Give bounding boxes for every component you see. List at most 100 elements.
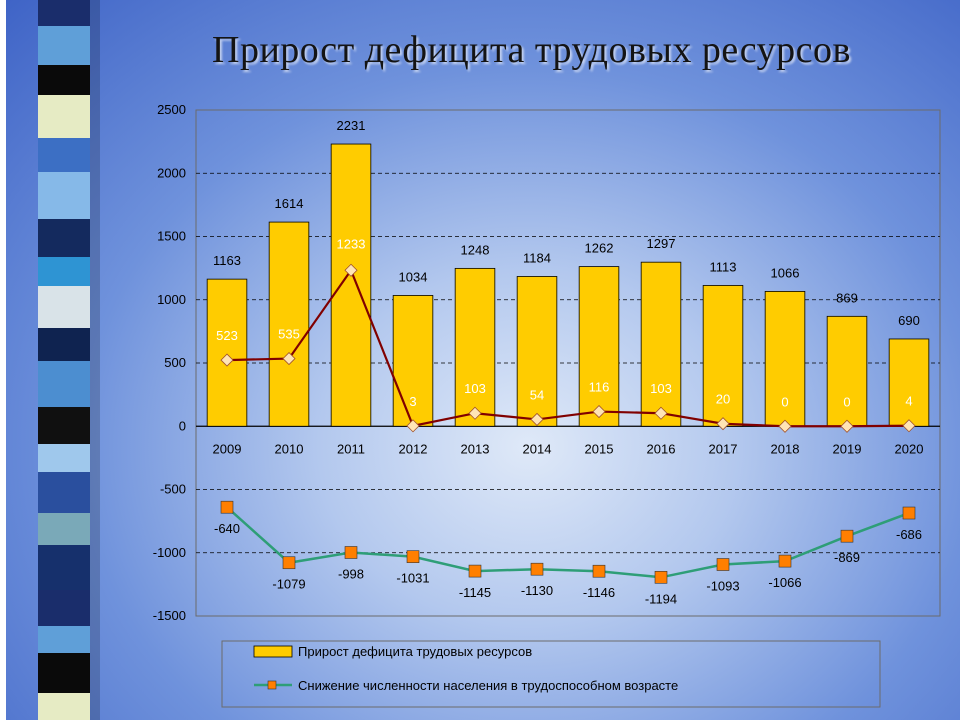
stripe — [38, 286, 90, 328]
line-point-marker — [220, 500, 234, 514]
stripe — [38, 219, 90, 257]
line-point-marker — [654, 406, 668, 420]
line-value-label: 3 — [409, 394, 416, 409]
line-point-marker — [654, 570, 668, 584]
line-value-label: 103 — [464, 381, 486, 396]
y-axis-ticks: -1500 -1000 -500 0 500 1000 1500 2000 2500 — [153, 102, 186, 623]
line-value-label: -1145 — [459, 585, 491, 600]
y-tick-label: -500 — [160, 482, 186, 497]
x-tick-label: 2018 — [771, 441, 800, 456]
stripe — [38, 545, 90, 590]
slide-title: Прирост дефицита трудовых ресурсов — [212, 29, 851, 71]
line-series-upper: 523 535 1233 3 103 54 116 103 20 0 0 4 — [216, 236, 916, 433]
x-axis-ticks: 2009 2010 2011 2012 2013 2014 2015 2016 2017 2018… — [213, 441, 924, 456]
line-point-marker — [840, 419, 854, 433]
line-value-label: 103 — [650, 381, 672, 396]
line-value-label: -1146 — [583, 585, 615, 600]
line-point-marker — [282, 556, 296, 570]
bar — [764, 291, 806, 427]
line-value-label: 116 — [589, 380, 610, 395]
x-tick-label: 2012 — [399, 441, 428, 456]
bar — [392, 295, 434, 427]
line-value-label: 0 — [843, 394, 850, 409]
bar — [268, 221, 310, 427]
line-value-label: -869 — [834, 550, 860, 565]
stripe — [38, 65, 90, 95]
x-tick-label: 2020 — [895, 441, 924, 456]
x-tick-label: 2019 — [833, 441, 862, 456]
stripe — [38, 653, 90, 693]
bar-value-label: 2231 — [337, 118, 366, 133]
x-tick-label: 2011 — [337, 441, 365, 456]
line-point-marker — [468, 406, 482, 420]
bar-value-label: 869 — [836, 290, 858, 305]
line-value-label: 535 — [278, 327, 300, 342]
y-tick-label: 500 — [164, 355, 186, 370]
bar — [454, 267, 496, 427]
line-value-label: 4 — [905, 394, 912, 409]
line-point-marker — [592, 405, 606, 419]
bar-value-label: 1262 — [585, 241, 614, 256]
line-value-label: -1093 — [706, 579, 739, 594]
series-line — [226, 506, 910, 579]
stripe — [38, 26, 90, 65]
line-point-marker — [902, 506, 916, 520]
line-value-label: 1233 — [337, 236, 366, 251]
x-tick-label: 2013 — [461, 441, 490, 456]
line-point-marker — [344, 546, 358, 559]
bar — [516, 276, 558, 427]
stripe — [38, 95, 90, 138]
decorative-stripe-strip — [38, 0, 100, 720]
slide-left-edge — [0, 0, 6, 720]
line-point-marker — [840, 529, 854, 543]
stripe — [38, 172, 90, 219]
stripe — [38, 626, 90, 653]
bar — [206, 278, 248, 427]
stripe — [38, 138, 90, 172]
bar-value-label: 690 — [898, 313, 920, 328]
line-value-label: 523 — [216, 328, 238, 343]
line-point-marker — [220, 353, 234, 367]
bar — [888, 338, 930, 427]
bar-value-label: 1248 — [461, 242, 490, 257]
stripe — [38, 407, 90, 444]
y-tick-label: 2000 — [157, 165, 186, 180]
stripe — [38, 590, 90, 626]
line-value-label: -640 — [214, 521, 240, 536]
y-tick-label: -1000 — [153, 545, 186, 560]
bar-value-label: 1113 — [710, 259, 737, 274]
legend: Прирост дефицита трудовых ресурсов Сниже… — [221, 640, 881, 708]
line-value-label: 54 — [530, 387, 544, 402]
x-tick-label: 2009 — [213, 441, 242, 456]
y-tick-label: -1500 — [153, 608, 186, 623]
bar-value-label: 1184 — [523, 250, 551, 265]
x-tick-label: 2017 — [709, 441, 738, 456]
legend-box — [221, 640, 881, 708]
line-value-label: -686 — [896, 527, 922, 542]
bar-value-label: 1066 — [771, 265, 800, 280]
stripe — [38, 444, 90, 472]
bar — [640, 261, 682, 427]
stripe — [38, 513, 90, 545]
bar — [702, 285, 744, 427]
y-tick-label: 1000 — [157, 292, 186, 307]
line-value-label: -1066 — [768, 575, 801, 590]
legend-bar-swatch — [253, 645, 293, 658]
bar-value-label: 1614 — [275, 196, 304, 211]
y-tick-label: 2500 — [157, 102, 186, 117]
bar-value-label: 1034 — [399, 269, 428, 284]
bar-value-label: 1163 — [213, 253, 241, 268]
stripe — [38, 472, 90, 513]
line-point-marker — [778, 554, 792, 568]
line-value-label: -1031 — [396, 571, 429, 586]
line-point-marker — [592, 564, 606, 578]
grid-lines — [196, 172, 940, 554]
line-value-label: 0 — [781, 394, 788, 409]
y-tick-label: 0 — [179, 418, 186, 433]
legend-entry-bar: Прирост дефицита трудовых ресурсов — [298, 644, 532, 659]
x-tick-label: 2015 — [585, 441, 614, 456]
line-point-marker — [530, 562, 544, 576]
bar — [578, 266, 620, 427]
line-point-marker — [778, 419, 792, 433]
